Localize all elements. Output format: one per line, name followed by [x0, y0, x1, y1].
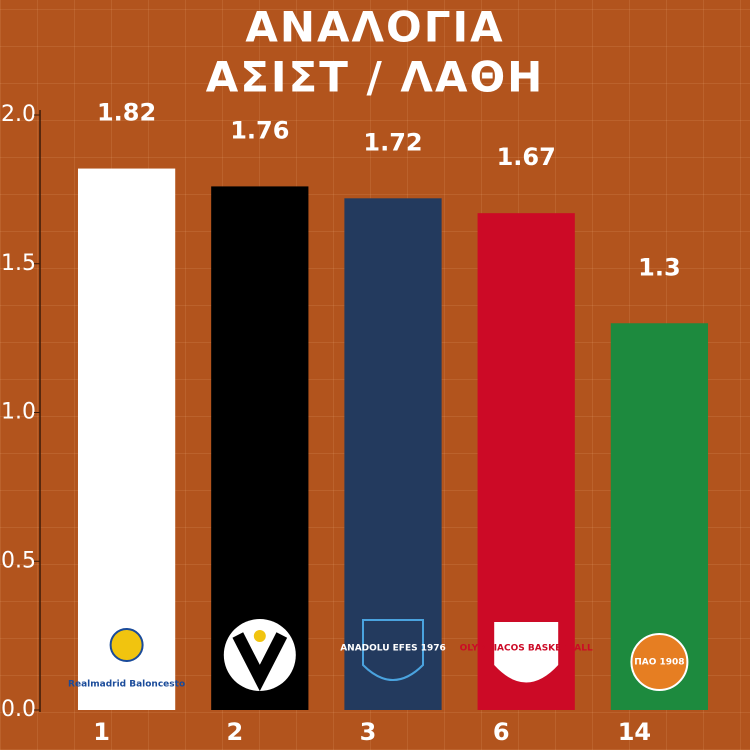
value-label: 1.76: [230, 116, 289, 144]
chart-title: ΑΝΑΛΟΓΙΑ: [245, 3, 504, 52]
x-tick-label: 2: [226, 718, 243, 746]
bar: [344, 198, 442, 711]
logo-emblem: [362, 619, 424, 681]
logo-emblem: [232, 632, 288, 692]
logo-emblem: [630, 633, 689, 691]
bar: [77, 168, 176, 711]
y-tick-label: 2.0: [1, 102, 36, 127]
y-tick-label: 1.0: [1, 400, 36, 425]
logo-text: ANADOLU EFES 1976: [340, 644, 446, 654]
logo-text: Realmadrid Baloncesto: [68, 680, 185, 690]
chart-subtitle: ΑΣΙΣΤ / ΛΑΘΗ: [206, 53, 545, 102]
logo-text: ΠΑΟ 1908: [634, 658, 684, 668]
logo-star: [253, 630, 266, 642]
y-tick-label: 0.5: [1, 548, 36, 573]
value-label: 1.72: [363, 128, 422, 156]
x-tick-label: 14: [618, 718, 651, 746]
y-tick-label: 1.5: [1, 251, 36, 276]
value-label: 1.3: [638, 253, 681, 281]
x-tick-label: 1: [93, 718, 110, 746]
value-label: 1.67: [497, 143, 556, 171]
x-tick-label: 6: [493, 718, 510, 746]
x-tick-label: 3: [360, 718, 377, 746]
logo-emblem: [109, 628, 144, 662]
value-label: 1.82: [97, 99, 156, 127]
logo-emblem: [494, 622, 559, 683]
logo-text: OLYMPIACOS BASKETBALL: [460, 644, 593, 654]
y-tick-label: 0.0: [1, 697, 36, 722]
